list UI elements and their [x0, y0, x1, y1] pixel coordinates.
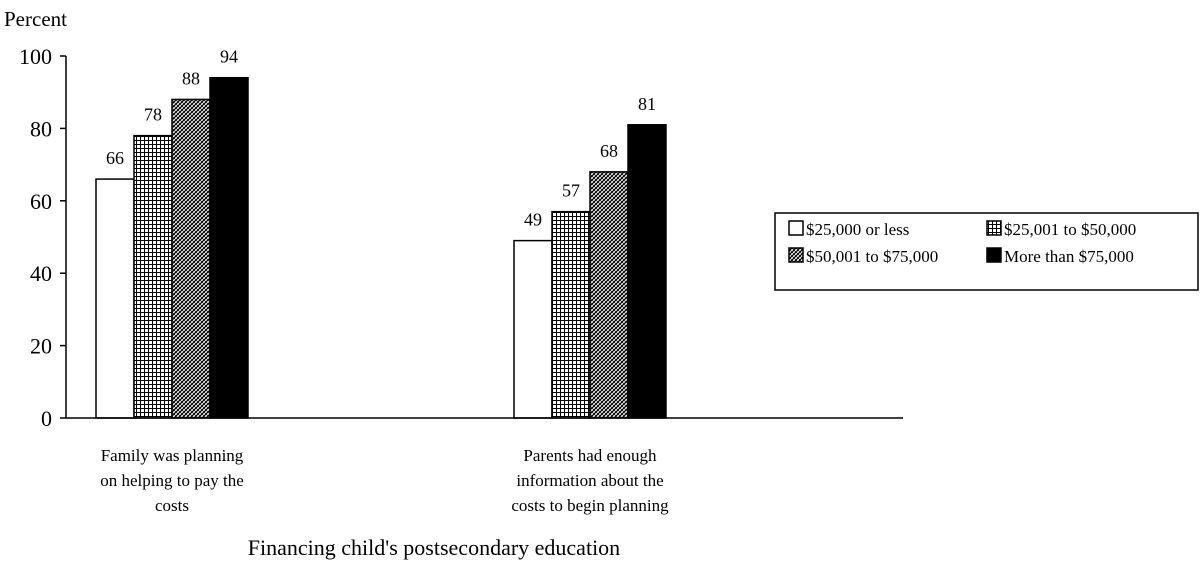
data-label: 66: [106, 148, 124, 168]
y-axis-ticks: 0 20 40 60 80 100: [19, 44, 66, 431]
category-label: information about the: [516, 471, 663, 490]
bar: [171, 98, 211, 419]
bar: [95, 178, 135, 419]
category-label: Family was planning: [101, 446, 244, 465]
data-label: 94: [220, 47, 238, 67]
bar: [133, 134, 173, 419]
category-label: on helping to pay the: [100, 471, 244, 490]
category-labels: Family was planning on helping to pay the…: [100, 446, 669, 515]
legend-label: $25,000 or less: [806, 220, 909, 239]
bar: [627, 124, 667, 419]
category-label: Parents had enough: [523, 446, 657, 465]
y-tick-label: 60: [30, 189, 52, 214]
legend-label: $25,001 to $50,000: [1004, 220, 1136, 239]
bar: [589, 171, 629, 419]
y-axis-title: Percent: [4, 7, 67, 31]
category-label: costs to begin planning: [511, 496, 669, 515]
bar: [551, 210, 591, 419]
category-label: costs: [155, 496, 189, 515]
legend-swatch: [986, 247, 1002, 263]
legend-swatch: [788, 247, 804, 263]
bars: [95, 76, 667, 419]
y-tick-label: 0: [41, 406, 52, 431]
legend-swatch: [788, 220, 804, 236]
y-tick-label: 100: [19, 44, 52, 69]
data-label: 88: [182, 68, 200, 88]
bar: [209, 76, 249, 419]
y-tick-label: 20: [30, 334, 52, 359]
x-axis-title: Financing child's postsecondary educatio…: [248, 535, 620, 560]
legend-label: $50,001 to $75,000: [806, 247, 938, 266]
data-label: 49: [524, 210, 542, 230]
data-label: 81: [638, 94, 656, 114]
legend-items: $25,000 or less $25,001 to $50,000 $50,001…: [788, 220, 1136, 266]
legend: $25,000 or less $25,001 to $50,000 $50,001…: [774, 212, 1199, 291]
y-tick-label: 80: [30, 116, 52, 141]
legend-label: More than $75,000: [1004, 247, 1134, 266]
data-label: 57: [562, 181, 580, 201]
data-label: 78: [144, 105, 162, 125]
legend-swatch: [986, 220, 1002, 236]
y-tick-label: 40: [30, 261, 52, 286]
bar: [513, 239, 553, 419]
data-label: 68: [600, 141, 618, 161]
data-labels: 66 49 78 57 88 68 94 81: [106, 47, 656, 230]
